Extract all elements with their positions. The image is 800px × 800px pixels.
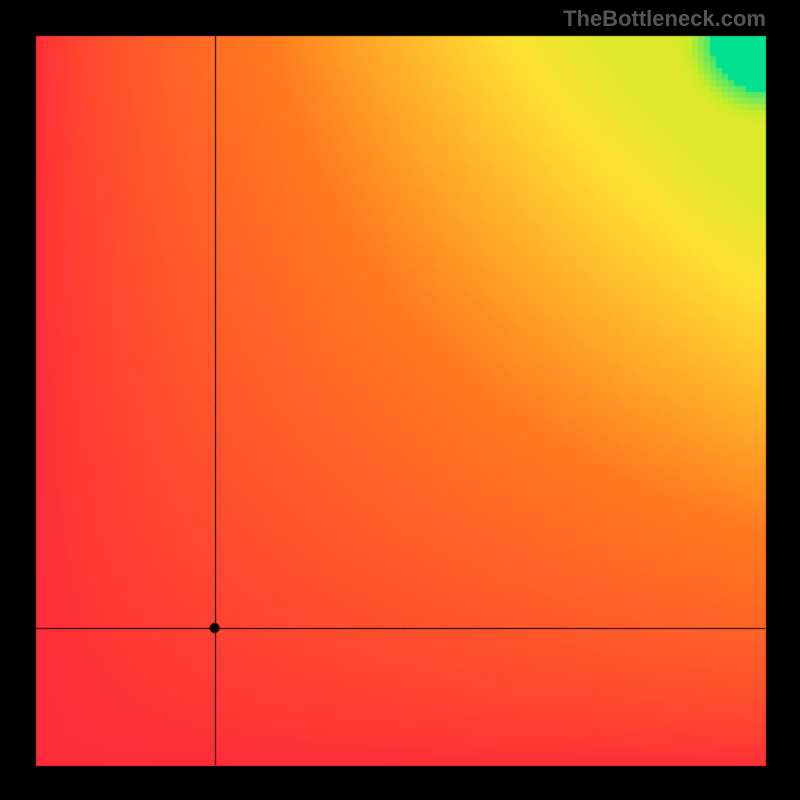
chart-container: TheBottleneck.com bbox=[0, 0, 800, 800]
watermark-text: TheBottleneck.com bbox=[563, 6, 766, 32]
bottleneck-heatmap bbox=[0, 0, 800, 800]
